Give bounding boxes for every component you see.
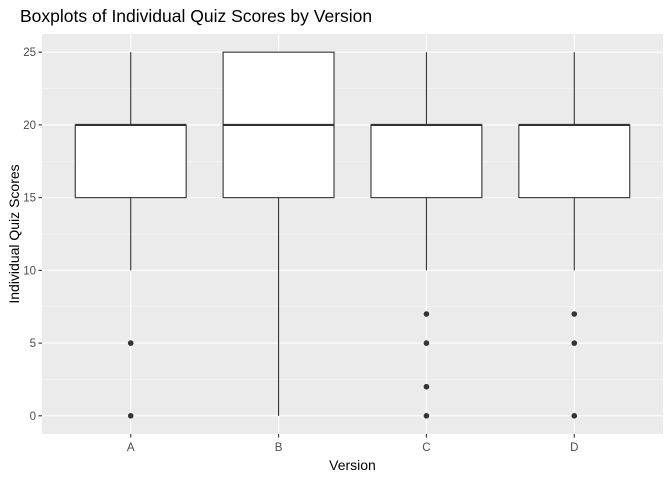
x-tick-label: A — [127, 442, 135, 454]
x-axis-title: Version — [329, 457, 376, 473]
x-tick-label: D — [570, 442, 578, 454]
box-C — [370, 52, 483, 419]
x-tick-label: B — [275, 442, 283, 454]
box-iqr — [370, 124, 483, 199]
y-tick-label: 0 — [30, 411, 36, 423]
y-axis-title: Individual Quiz Scores — [6, 164, 22, 303]
outlier-point — [423, 340, 430, 346]
y-tick-label: 15 — [23, 193, 36, 205]
box-A — [74, 52, 187, 419]
y-axis-ticks: 0 5 10 15 20 25 — [23, 47, 42, 423]
outlier-point — [571, 340, 578, 346]
x-tick-label: C — [422, 442, 430, 454]
box-B — [222, 51, 335, 416]
outlier-point — [423, 383, 430, 390]
chart-title: Boxplots of Individual Quiz Scores by Ve… — [20, 6, 372, 26]
y-tick-label: 25 — [23, 47, 36, 59]
outlier-point — [127, 413, 134, 419]
y-tick-label: 10 — [23, 265, 36, 277]
outlier-point — [423, 413, 430, 419]
box-iqr — [74, 124, 187, 199]
outlier-point — [423, 311, 430, 317]
box-D — [518, 52, 631, 419]
box-group — [74, 51, 631, 419]
outlier-point — [127, 340, 134, 346]
y-tick-label: 20 — [23, 120, 36, 132]
y-tick-label: 5 — [30, 338, 36, 350]
box-iqr — [518, 124, 631, 199]
outlier-point — [571, 413, 578, 419]
x-axis-ticks: A B C D — [127, 434, 578, 454]
outlier-point — [571, 311, 578, 317]
